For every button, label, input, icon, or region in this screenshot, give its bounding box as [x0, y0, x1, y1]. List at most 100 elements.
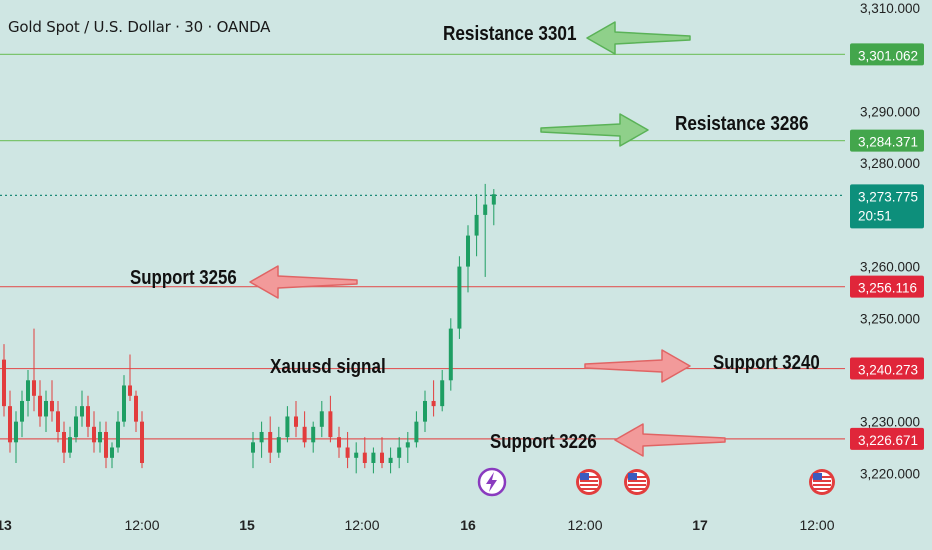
- y-tick-label: 3,310.000: [860, 1, 920, 16]
- x-tick-label: 13: [0, 517, 12, 533]
- candle-body: [388, 457, 393, 463]
- us-flag-event-icon[interactable]: [809, 469, 835, 495]
- candle-body: [405, 442, 410, 448]
- price-badge-support[interactable]: 3,226.671: [850, 427, 924, 450]
- x-tick-label: 12:00: [799, 517, 834, 533]
- candle-body: [92, 426, 96, 443]
- candle-body: [14, 421, 18, 443]
- x-tick-label: 16: [460, 517, 476, 533]
- svg-text:20:51: 20:51: [858, 208, 892, 223]
- candle-body: [2, 359, 6, 407]
- x-tick-label: 12:00: [124, 517, 159, 533]
- candle-body: [86, 406, 90, 427]
- candle-body: [80, 406, 84, 417]
- candle-body: [38, 395, 42, 417]
- candle-body: [371, 452, 376, 463]
- candle-body: [44, 400, 48, 417]
- candle-body: [483, 204, 488, 215]
- candle-body: [62, 431, 66, 453]
- price-badge-support[interactable]: 3,240.273: [850, 357, 924, 380]
- annotation-label[interactable]: Resistance 3286: [675, 113, 809, 135]
- candle-body: [32, 380, 36, 396]
- resistance-arrow[interactable]: [540, 113, 649, 147]
- candle-body: [98, 431, 102, 443]
- candle-body: [104, 431, 108, 458]
- annotation-arrows: [249, 21, 726, 457]
- candle-body: [276, 437, 281, 453]
- event-markers: [477, 467, 835, 497]
- candle-body: [362, 452, 367, 463]
- svg-text:3,256.116: 3,256.116: [858, 281, 917, 296]
- current-price-badge[interactable]: 3,273.775 20:51: [850, 184, 924, 229]
- y-tick-label: 3,290.000: [860, 105, 920, 120]
- price-axis[interactable]: 3,310.000 3,290.000 3,280.000 3,260.000 3,25…: [850, 1, 924, 481]
- annotation-label[interactable]: Support 3226: [490, 431, 597, 453]
- annotation-label[interactable]: Support 3240: [713, 352, 820, 374]
- candle-body: [474, 214, 479, 236]
- candle-body: [268, 431, 273, 453]
- svg-text:3,240.273: 3,240.273: [858, 363, 918, 378]
- us-flag-event-icon[interactable]: [576, 469, 602, 495]
- support-arrow[interactable]: [584, 349, 691, 383]
- symbol-title[interactable]: Gold Spot / U.S. Dollar · 30 · OANDA: [8, 18, 271, 36]
- price-badge-support[interactable]: 3,256.116: [850, 275, 924, 298]
- candle-body: [134, 395, 138, 422]
- candlestick-series: [2, 183, 496, 474]
- y-tick-label: 3,280.000: [860, 156, 920, 171]
- price-badge-resistance[interactable]: 3,301.062: [850, 43, 924, 66]
- x-tick-label: 12:00: [344, 517, 379, 533]
- candle-body: [50, 400, 54, 412]
- svg-text:3,226.671: 3,226.671: [858, 433, 918, 448]
- candle-body: [354, 452, 359, 458]
- candle-body: [311, 426, 316, 443]
- price-badge-resistance[interactable]: 3,284.371: [850, 129, 924, 152]
- candle-body: [251, 442, 255, 453]
- candle-body: [380, 452, 384, 463]
- candle-body: [337, 437, 341, 448]
- candle-body: [466, 235, 470, 267]
- candle-body: [491, 194, 496, 205]
- candle-body: [448, 328, 453, 381]
- y-tick-label: 3,250.000: [860, 311, 920, 326]
- candle-body: [440, 380, 445, 407]
- lightning-event-icon[interactable]: [477, 467, 507, 497]
- candle-body: [74, 416, 78, 438]
- resistance-arrow[interactable]: [586, 21, 691, 55]
- y-tick-label: 3,230.000: [860, 415, 920, 430]
- candle-body: [122, 385, 126, 422]
- svg-text:3,284.371: 3,284.371: [858, 135, 918, 150]
- svg-text:3,273.775: 3,273.775: [858, 189, 918, 204]
- candle-body: [8, 406, 12, 443]
- candle-body: [397, 447, 402, 458]
- candle-body: [140, 421, 144, 463]
- candle-body: [68, 437, 72, 453]
- annotation-label[interactable]: Xauusd signal: [270, 356, 386, 378]
- candle-body: [457, 266, 462, 329]
- candle-body: [285, 416, 290, 438]
- candle-body: [20, 400, 24, 422]
- y-tick-label: 3,260.000: [860, 260, 920, 275]
- candle-body: [328, 411, 333, 438]
- annotation-labels: Resistance 3301 Resistance 3286 Support 32…: [130, 23, 820, 453]
- candle-body: [116, 421, 120, 448]
- time-axis[interactable]: 13 12:00 15 12:00 16 12:00 17 12:00: [0, 517, 835, 533]
- x-tick-label: 17: [692, 517, 708, 533]
- support-arrow[interactable]: [614, 423, 726, 457]
- candle-body: [110, 447, 114, 458]
- us-flag-event-icon[interactable]: [624, 469, 650, 495]
- x-tick-label: 15: [239, 517, 255, 533]
- annotation-label[interactable]: Resistance 3301: [443, 23, 577, 45]
- x-tick-label: 12:00: [567, 517, 602, 533]
- candle-body: [319, 411, 324, 427]
- candle-body: [302, 426, 307, 443]
- candle-body: [259, 431, 264, 443]
- candle-body: [128, 385, 132, 396]
- y-tick-label: 3,220.000: [860, 466, 920, 481]
- candle-body: [56, 411, 60, 432]
- candle-body: [345, 447, 350, 458]
- annotation-label[interactable]: Support 3256: [130, 267, 237, 289]
- support-arrow[interactable]: [249, 265, 358, 299]
- candle-body: [26, 380, 30, 401]
- candle-body: [423, 400, 427, 422]
